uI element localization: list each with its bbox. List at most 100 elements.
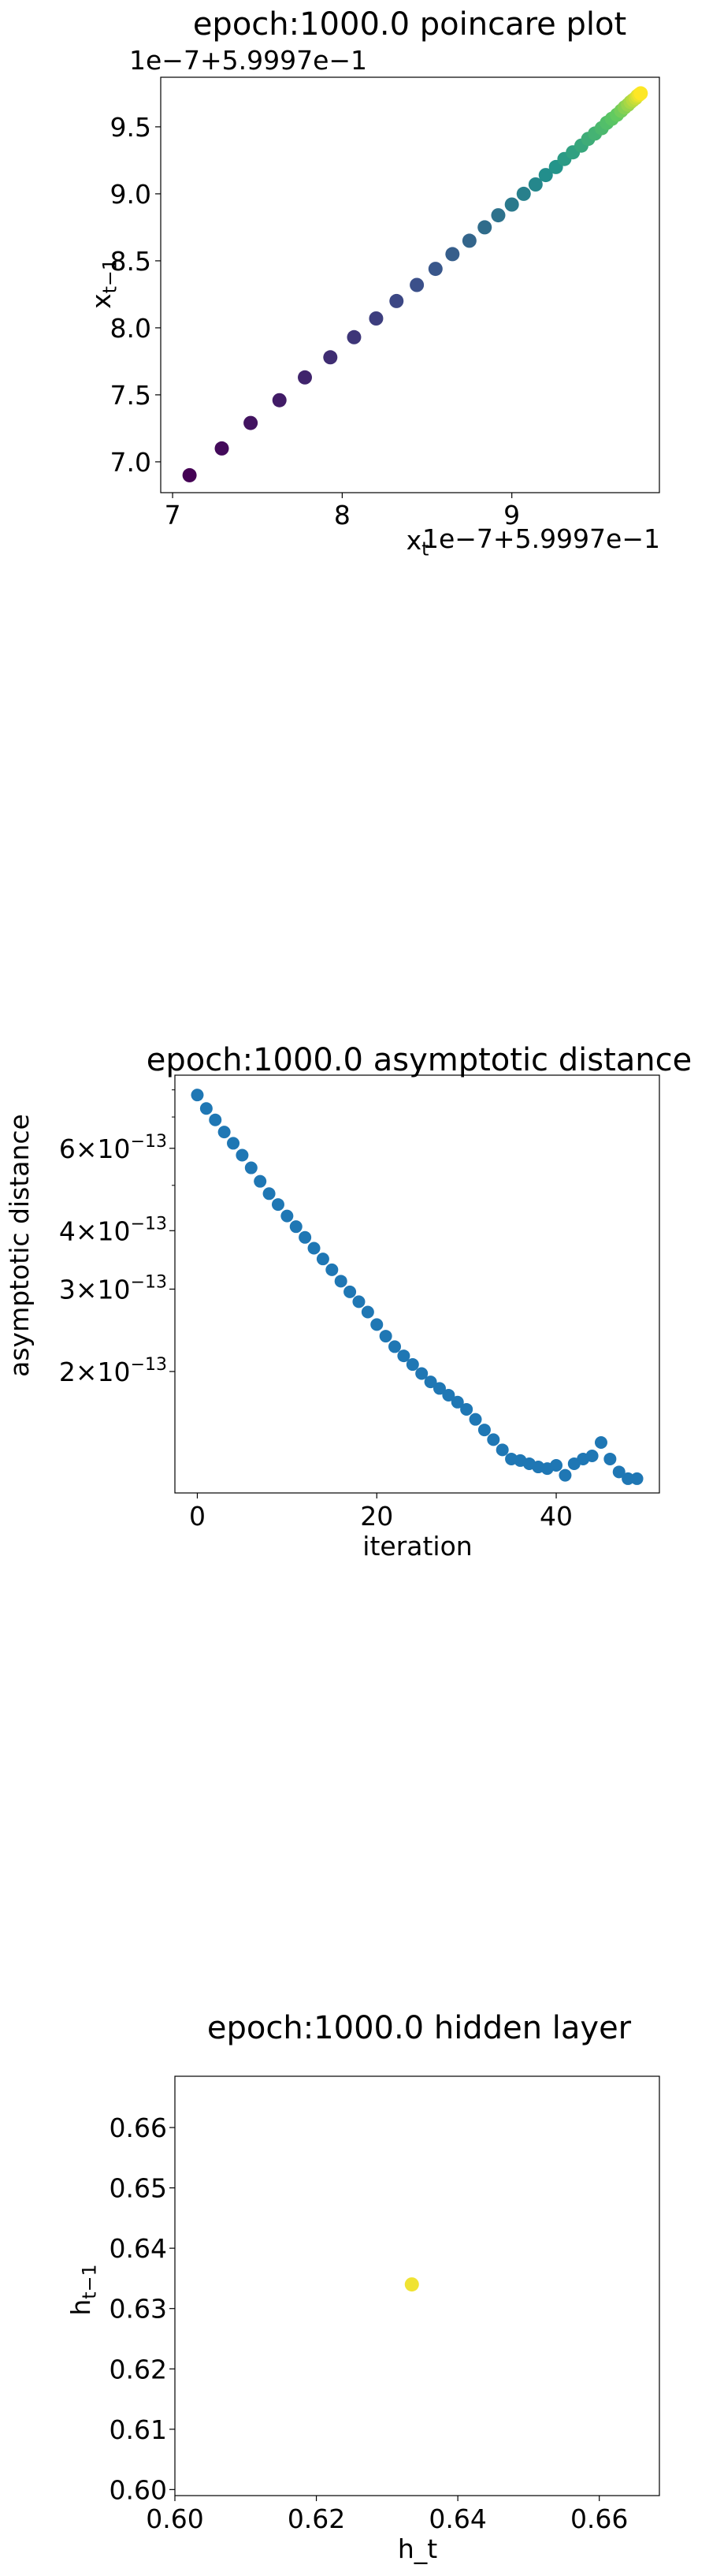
y-axis-label: xt−1	[86, 259, 121, 309]
data-point	[538, 168, 553, 183]
chart-title: epoch:1000.0 asymptotic distance	[147, 1042, 692, 1078]
data-point	[280, 1209, 294, 1223]
data-point	[550, 1459, 563, 1472]
data-point	[361, 1305, 374, 1319]
data-point	[379, 1330, 392, 1343]
data-point	[603, 1452, 617, 1465]
y-offset-label: 1e−7+5.9997e−1	[129, 45, 367, 76]
data-point	[460, 1402, 473, 1416]
data-point	[528, 177, 543, 192]
y-tick-label: 9.0	[110, 179, 151, 210]
y-tick-label: 7.0	[110, 447, 151, 478]
data-point	[307, 1241, 321, 1255]
x-tick-label: 0	[189, 1501, 206, 1532]
x-tick-label: 20	[360, 1501, 393, 1532]
data-point	[299, 1230, 312, 1244]
data-point	[343, 1285, 357, 1298]
y-axis-label: asymptotic distance	[4, 1114, 35, 1377]
data-point	[236, 1148, 249, 1162]
data-point	[442, 1388, 455, 1402]
data-point	[316, 1253, 329, 1266]
y-tick-label: 0.62	[110, 2354, 167, 2384]
x-axis-label: iteration	[362, 1531, 472, 1562]
poincare-plot: epoch:1000.0 poincare plot1e−7+5.9997e−1…	[86, 6, 660, 560]
data-point	[585, 1450, 599, 1463]
data-point	[217, 1126, 231, 1139]
data-point	[199, 1102, 213, 1115]
data-point	[445, 247, 460, 262]
y-tick-label: 0.60	[110, 2474, 167, 2505]
data-point	[487, 1433, 500, 1446]
data-point	[424, 1375, 437, 1389]
data-point	[370, 1318, 384, 1331]
y-tick-label: 4×10−13	[59, 1214, 167, 1246]
plot-frame	[174, 1074, 660, 1494]
data-point	[469, 1413, 482, 1426]
data-point	[594, 1436, 607, 1450]
data-point	[272, 393, 287, 408]
hidden-layer-plot: epoch:1000.0 hidden layer 0.60 0.62 0.64 0.6…	[65, 2010, 660, 2564]
data-point	[415, 1367, 429, 1380]
x-tick-label: 8	[334, 500, 351, 530]
data-point	[334, 1275, 347, 1288]
data-point	[504, 197, 519, 212]
x-tick-label: 40	[540, 1501, 573, 1532]
data-point	[289, 1220, 303, 1234]
data-point	[451, 1395, 464, 1409]
data-point	[244, 1161, 258, 1174]
x-tick-label: 7	[165, 500, 181, 530]
y-tick-label: 3×10−13	[59, 1272, 167, 1305]
asymptotic-distance-plot: epoch:1000.0 asymptotic distance 0 20 40 2×1…	[4, 1042, 692, 1562]
y-tick-label: 6×10−13	[59, 1132, 167, 1164]
data-point	[516, 186, 531, 201]
data-point	[271, 1198, 284, 1212]
data-point	[491, 208, 506, 223]
data-point	[254, 1174, 267, 1188]
data-point	[209, 1113, 222, 1126]
data-point	[298, 370, 313, 385]
y-tick-label: 9.5	[110, 112, 151, 143]
data-point	[191, 1089, 204, 1102]
y-tick-label: 0.63	[110, 2294, 167, 2325]
data-point	[406, 1358, 419, 1372]
data-point	[633, 86, 648, 101]
data-point	[347, 329, 362, 344]
y-tick-label: 0.66	[110, 2113, 167, 2143]
y-axis-label: ht−1	[65, 2264, 101, 2315]
chart-title: epoch:1000.0 hidden layer	[207, 2010, 632, 2046]
data-point	[477, 220, 492, 235]
data-point	[262, 1187, 276, 1201]
data-point	[477, 1424, 491, 1437]
x-tick-label: 0.64	[429, 2503, 486, 2534]
chart-title: epoch:1000.0 poincare plot	[193, 6, 626, 43]
data-point	[182, 467, 197, 482]
y-tick-label: 0.65	[110, 2173, 167, 2204]
data-point	[323, 350, 338, 365]
data-point	[243, 415, 258, 430]
data-point	[352, 1295, 366, 1308]
data-point	[404, 2277, 419, 2292]
y-tick-label: 7.5	[110, 380, 151, 411]
data-point	[622, 1472, 635, 1485]
y-tick-label: 8.0	[110, 313, 151, 344]
data-point	[214, 441, 229, 456]
data-point	[397, 1349, 410, 1363]
data-point	[462, 233, 477, 248]
y-tick-label: 0.61	[110, 2414, 167, 2445]
x-axis-label: h_t	[398, 2533, 437, 2564]
x-axis-label: xt	[407, 525, 429, 560]
data-point	[325, 1263, 339, 1276]
data-point	[433, 1382, 446, 1395]
x-offset-label: 1e−7+5.9997e−1	[422, 523, 660, 554]
data-point	[630, 1472, 644, 1485]
data-point	[559, 1469, 572, 1482]
plot-frame	[160, 76, 660, 493]
data-point	[428, 262, 443, 277]
data-point	[389, 293, 404, 308]
data-point	[388, 1340, 402, 1353]
data-point	[496, 1443, 509, 1457]
data-point	[612, 1465, 626, 1479]
x-tick-label: 0.62	[288, 2503, 345, 2534]
data-point	[227, 1137, 240, 1150]
